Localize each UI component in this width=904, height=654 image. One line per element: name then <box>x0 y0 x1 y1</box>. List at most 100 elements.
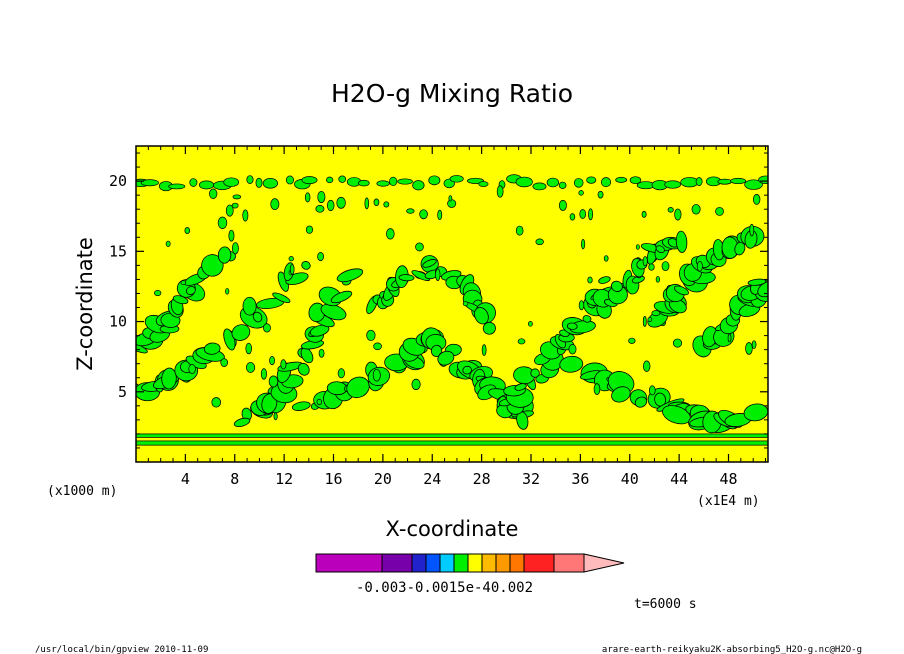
contour-cell <box>517 338 526 345</box>
contour-cell <box>558 200 567 211</box>
contour-top-cell <box>478 181 489 187</box>
colorbar-swatch <box>523 553 555 573</box>
x-tick-label: 44 <box>670 470 688 488</box>
contour-cell <box>437 209 443 221</box>
colorbar-swatch <box>553 553 585 573</box>
colorbar-swatch <box>425 553 441 573</box>
contour-cell <box>435 268 441 282</box>
colorbar-swatch <box>481 553 497 573</box>
contour-blob <box>474 307 489 325</box>
contour-cell <box>496 185 504 198</box>
x-tick-label: 16 <box>324 470 342 488</box>
colorbar-swatch <box>509 553 525 573</box>
contour-top-cell <box>301 176 318 185</box>
contour-top-cell <box>532 182 547 191</box>
contour-top-cell <box>397 178 413 185</box>
contour-top-cell <box>376 180 390 187</box>
contour-blob <box>161 367 177 390</box>
contour-cell <box>628 337 636 344</box>
contour-cell <box>587 276 593 284</box>
y-tick-label: 10 <box>109 313 127 331</box>
contour-top-cell <box>664 180 682 189</box>
contour-cell <box>661 261 670 272</box>
colorbar-swatch <box>439 553 455 573</box>
x-tick-label: 28 <box>473 470 491 488</box>
contour-cell <box>373 198 380 206</box>
contour-blob <box>610 280 623 292</box>
contour-cell <box>154 290 162 297</box>
contour-top-cell <box>428 175 441 186</box>
contour-cell <box>696 260 703 272</box>
contour-cell <box>245 342 252 355</box>
contour-blob <box>422 259 437 268</box>
contour-top-cell <box>168 183 186 190</box>
contour-top-cell <box>586 176 597 184</box>
contour-blob <box>233 417 251 428</box>
contour-top-cell <box>558 181 567 189</box>
contour-cell <box>289 264 295 275</box>
x-tick-label: 24 <box>423 470 441 488</box>
x-tick-label: 36 <box>571 470 589 488</box>
contour-cell <box>188 364 196 374</box>
colorbar-swatch <box>467 553 483 573</box>
mixing-ratio-contours <box>136 174 768 446</box>
contour-band <box>136 433 768 438</box>
contour-cell <box>366 329 376 341</box>
contour-cell <box>578 190 584 196</box>
contour-top-cell <box>338 175 347 183</box>
contour-cell <box>751 340 757 349</box>
contour-blob <box>430 344 443 357</box>
contour-cell <box>641 210 647 218</box>
contour-cell <box>180 280 187 286</box>
contour-cell <box>242 209 249 222</box>
footer-left: /usr/local/bin/gpview 2010-11-09 <box>35 645 208 654</box>
contour-cell <box>225 288 230 295</box>
contour-top-cell <box>758 175 768 184</box>
contour-cell <box>288 256 294 262</box>
contour-cell <box>578 300 585 311</box>
contour-blob <box>231 324 251 341</box>
contour-cell <box>448 195 453 202</box>
contour-blob <box>655 245 665 254</box>
x-tick-label: 4 <box>181 470 190 488</box>
contour-cell <box>462 301 469 307</box>
colorbar-swatch <box>315 553 383 573</box>
contour-cell <box>568 344 577 355</box>
contour-top-cell <box>262 177 279 189</box>
contour-top-cell <box>189 178 198 187</box>
contour-band <box>136 440 768 446</box>
contour-cell <box>317 252 324 262</box>
contour-cell <box>165 240 171 247</box>
contour-cell <box>232 194 242 200</box>
contour-cell <box>535 238 544 246</box>
contour-cell <box>643 360 651 372</box>
contour-cell <box>364 197 370 210</box>
contour-blob <box>675 230 688 253</box>
contour-cell <box>635 244 640 250</box>
contour-blob <box>673 285 689 296</box>
contour-cell <box>268 375 279 388</box>
contour-cell <box>674 208 682 221</box>
contour-cell <box>373 342 382 351</box>
contour-cell <box>691 204 701 215</box>
x-tick-label: 8 <box>230 470 239 488</box>
contour-cell <box>672 338 683 348</box>
contour-top-cell <box>198 180 215 190</box>
contour-cell <box>383 201 390 208</box>
contour-cell <box>651 310 661 317</box>
contour-top-cell <box>695 177 703 186</box>
contour-cell <box>593 383 601 395</box>
contour-cell <box>581 239 586 250</box>
contour-cell <box>667 207 674 213</box>
x-tick-label: 20 <box>374 470 392 488</box>
contour-blob <box>203 342 221 355</box>
contour-cell <box>326 199 335 212</box>
contour-blob <box>242 296 257 316</box>
y-axis-label: Z-coordinate <box>73 237 97 371</box>
contour-cell <box>280 359 287 370</box>
contour-blob <box>301 261 311 270</box>
colorbar-swatch <box>495 553 511 573</box>
colorbar-swatch <box>381 553 413 573</box>
colorbar <box>315 553 625 573</box>
